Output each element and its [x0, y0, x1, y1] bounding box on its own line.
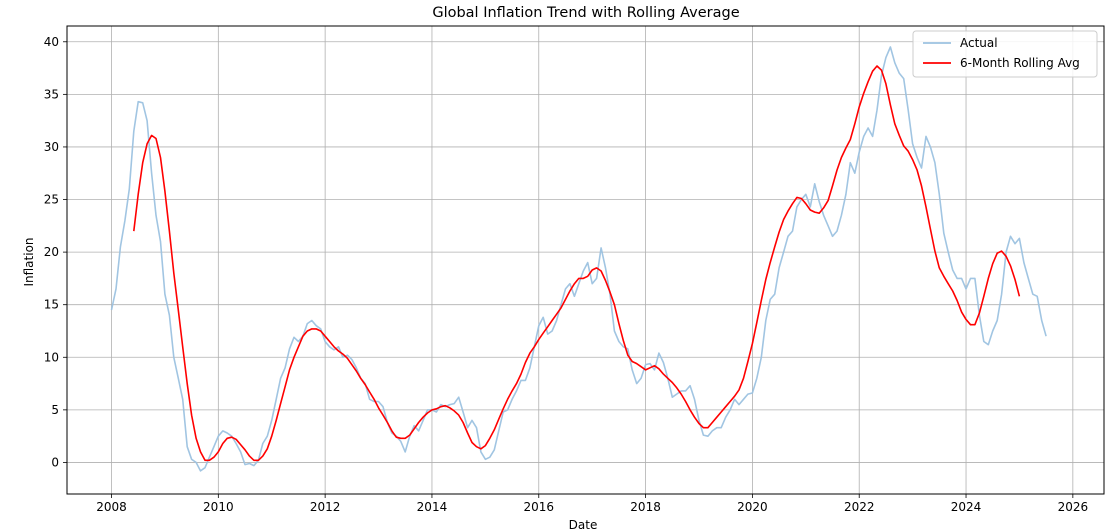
legend: Actual 6-Month Rolling Avg	[912, 30, 1098, 78]
y-tick-label: 15	[44, 298, 59, 312]
legend-label: 6-Month Rolling Avg	[960, 56, 1080, 70]
x-tick-label: 2022	[844, 500, 875, 514]
y-axis-ticks: 0 5 10 15 20 25 30 35 40	[44, 35, 67, 469]
y-tick-label: 10	[44, 350, 59, 364]
x-tick-label: 2014	[417, 500, 448, 514]
x-tick-label: 2018	[630, 500, 661, 514]
y-tick-label: 5	[51, 403, 59, 417]
series-layer	[110, 46, 1047, 472]
legend-box	[912, 30, 1098, 78]
plot-frame	[66, 25, 1105, 495]
chart-title: Global Inflation Trend with Rolling Aver…	[432, 5, 739, 21]
x-axis-ticks: 2008 2010 2012 2014 2016 2018 2020 2022 2024 2026	[96, 494, 1088, 514]
x-tick-label: 2016	[523, 500, 554, 514]
x-tick-label: 2024	[951, 500, 982, 514]
y-tick-label: 40	[44, 35, 59, 49]
y-tick-label: 30	[44, 140, 59, 154]
x-tick-label: 2010	[203, 500, 234, 514]
y-tick-label: 20	[44, 245, 59, 259]
x-tick-label: 2012	[310, 500, 341, 514]
y-tick-label: 0	[51, 455, 59, 469]
x-tick-label: 2008	[96, 500, 127, 514]
series-line-rolling-avg	[133, 65, 1021, 462]
legend-label: Actual	[960, 36, 998, 50]
x-tick-label: 2026	[1058, 500, 1089, 514]
x-tick-label: 2020	[737, 500, 768, 514]
y-axis-label: Inflation	[22, 237, 36, 286]
x-axis-label: Date	[569, 518, 598, 530]
y-tick-label: 25	[44, 193, 59, 207]
y-tick-label: 35	[44, 87, 59, 101]
series-line-actual	[110, 46, 1047, 472]
